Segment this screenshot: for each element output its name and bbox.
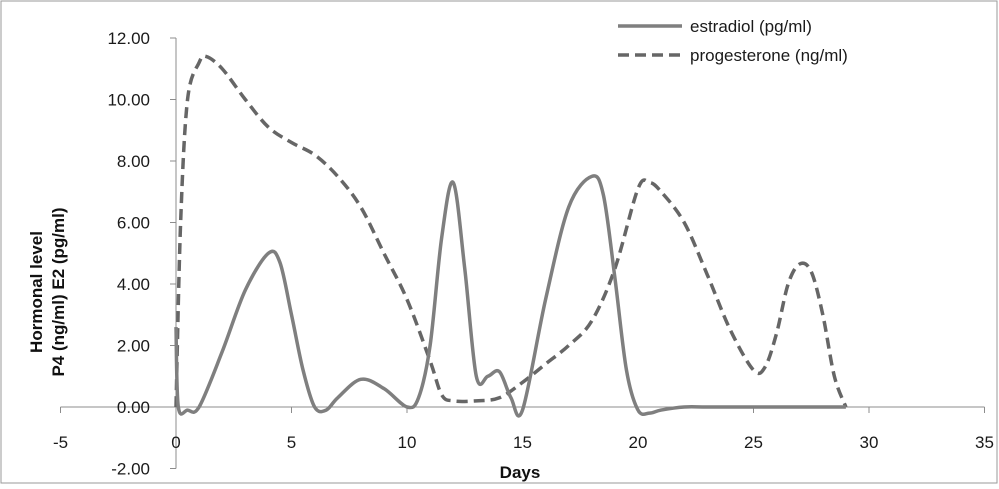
legend-label-estradiol: estradiol (pg/ml): [690, 17, 812, 36]
x-tick-label: 35: [975, 433, 994, 452]
y-tick-label: 2.00: [117, 337, 150, 356]
x-tick-label: 20: [629, 433, 648, 452]
x-tick-label: 30: [860, 433, 879, 452]
y-tick-label: 12.00: [107, 29, 150, 48]
x-tick-label: 15: [513, 433, 532, 452]
y-tick-label: 0.00: [117, 398, 150, 417]
y-axis-title-line-1: Hormonal level: [27, 231, 46, 353]
series-lines: [174, 54, 848, 418]
series-line-estradiol: [174, 174, 846, 418]
legend: estradiol (pg/ml) progesterone (ng/ml): [618, 17, 848, 65]
x-tick-label: 5: [287, 433, 296, 452]
y-tick-label: 6.00: [117, 214, 150, 233]
y-tick-label: 10.00: [107, 91, 150, 110]
x-tick-label: 25: [744, 433, 763, 452]
x-tick-label: -5: [53, 433, 68, 452]
y-tick-label: 8.00: [117, 152, 150, 171]
legend-label-progesterone: progesterone (ng/ml): [690, 46, 848, 65]
axes: -5 0 5 10 15 20 25 30 35 -2.00 0.00 2.00 4.00 6.00 8.0…: [53, 29, 994, 479]
y-axis-title-line-2: P4 (ng/ml) E2 (pg/ml): [49, 207, 68, 376]
series-line-progesterone: [174, 54, 848, 408]
y-axis-title: Hormonal level P4 (ng/ml) E2 (pg/ml): [27, 207, 68, 376]
y-tick-label: -2.00: [111, 460, 150, 479]
x-tick-label: 0: [171, 433, 180, 452]
y-tick-label: 4.00: [117, 275, 150, 294]
x-tick-label: 10: [398, 433, 417, 452]
x-axis-title: Days: [500, 463, 541, 482]
